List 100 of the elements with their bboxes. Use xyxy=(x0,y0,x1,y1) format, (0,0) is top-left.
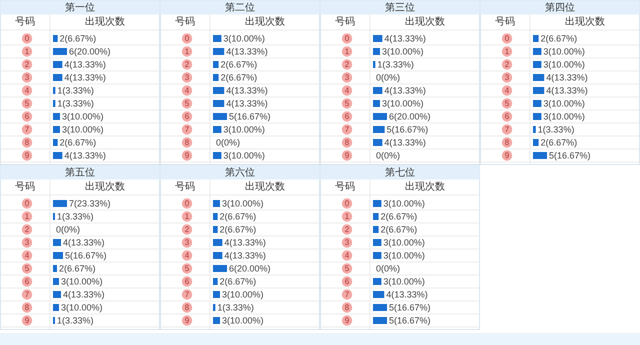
bar xyxy=(213,265,227,272)
x-axis-title: 出现次数 xyxy=(85,16,125,28)
y-axis-title: 号码 xyxy=(175,16,195,28)
bar xyxy=(53,252,63,259)
y-tick-label: 1 xyxy=(184,47,190,56)
chart-title: 第五位 xyxy=(65,166,95,178)
data-label: 6(20.00%) xyxy=(229,264,271,274)
y-tick-label: 6 xyxy=(344,112,350,121)
y-tick-label: 6 xyxy=(24,112,30,121)
data-label: 0(0%) xyxy=(376,264,400,274)
y-tick-label: 3 xyxy=(344,73,350,82)
y-tick-label: 6 xyxy=(24,277,30,286)
y-tick-label: 4 xyxy=(344,86,350,95)
bar xyxy=(373,126,385,133)
data-label: 3(10.00%) xyxy=(223,150,265,160)
data-label: 7(23.33%) xyxy=(69,198,111,208)
data-label: 0(0%) xyxy=(376,72,400,82)
y-tick-label: 1 xyxy=(504,47,510,56)
bar xyxy=(373,113,387,120)
bar xyxy=(373,317,387,324)
bar xyxy=(53,265,57,272)
data-label: 4(13.33%) xyxy=(64,60,106,70)
data-label: 4(13.33%) xyxy=(226,46,268,56)
bar xyxy=(213,291,220,298)
bar xyxy=(373,35,382,42)
x-axis-title: 出现次数 xyxy=(405,180,445,192)
y-axis-title: 号码 xyxy=(15,16,35,28)
data-label: 3(10.00%) xyxy=(383,238,425,248)
bar xyxy=(373,213,379,220)
y-tick-label: 9 xyxy=(504,151,510,160)
y-tick-label: 4 xyxy=(344,251,350,260)
data-label: 1(3.33%) xyxy=(217,302,254,312)
bar xyxy=(533,139,539,146)
y-tick-label: 3 xyxy=(24,73,30,82)
bar xyxy=(213,213,218,220)
y-tick-label: 9 xyxy=(184,316,190,325)
y-tick-label: 4 xyxy=(24,251,30,260)
y-tick-label: 0 xyxy=(344,34,350,43)
data-label: 1(3.33%) xyxy=(57,86,94,96)
bar xyxy=(373,239,382,246)
bar xyxy=(213,87,224,94)
data-label: 6(20.00%) xyxy=(389,112,431,122)
bar xyxy=(373,200,382,207)
bar xyxy=(213,317,220,324)
data-label: 4(13.33%) xyxy=(546,72,588,82)
data-label: 4(13.33%) xyxy=(384,86,426,96)
y-tick-label: 9 xyxy=(344,151,350,160)
data-label: 5(16.67%) xyxy=(389,316,431,326)
chart-title: 第六位 xyxy=(225,166,255,178)
bar xyxy=(213,35,222,42)
y-tick-label: 3 xyxy=(184,73,190,82)
y-tick-label: 7 xyxy=(184,290,190,299)
data-label: 2(6.67%) xyxy=(380,212,418,222)
data-label: 6(20.00%) xyxy=(69,46,111,56)
y-tick-label: 0 xyxy=(24,199,30,208)
data-label: 2(6.67%) xyxy=(540,138,578,148)
data-label: 1(3.33%) xyxy=(57,316,94,326)
bar xyxy=(373,226,379,233)
data-label: 4(13.33%) xyxy=(226,86,268,96)
y-tick-label: 6 xyxy=(504,112,510,121)
bar xyxy=(373,278,382,285)
data-label: 5(16.67%) xyxy=(386,124,428,134)
data-label: 3(10.00%) xyxy=(61,302,103,312)
bar xyxy=(53,152,62,159)
chart-title: 第三位 xyxy=(385,2,415,14)
y-tick-label: 5 xyxy=(184,99,190,108)
bar xyxy=(213,252,222,259)
y-tick-label: 7 xyxy=(24,290,30,299)
bar xyxy=(53,74,62,81)
data-label: 3(10.00%) xyxy=(543,98,585,108)
bar xyxy=(373,100,380,107)
y-tick-label: 8 xyxy=(184,138,190,147)
y-tick-label: 2 xyxy=(344,225,350,234)
bar xyxy=(373,291,384,298)
y-tick-label: 2 xyxy=(184,225,190,234)
bar xyxy=(533,87,544,94)
y-tick-label: 9 xyxy=(24,151,30,160)
bar xyxy=(53,126,60,133)
bar xyxy=(213,61,219,68)
data-label: 4(13.33%) xyxy=(384,138,426,148)
y-tick-label: 8 xyxy=(24,303,30,312)
chart-title: 第七位 xyxy=(385,166,415,178)
data-label: 5(16.67%) xyxy=(389,302,431,312)
data-label: 3(10.00%) xyxy=(382,98,424,108)
data-label: 2(6.67%) xyxy=(220,212,256,222)
y-tick-label: 5 xyxy=(344,99,350,108)
y-tick-label: 8 xyxy=(24,138,30,147)
bar xyxy=(213,48,224,55)
bar xyxy=(213,278,218,285)
y-tick-label: 4 xyxy=(184,86,190,95)
y-tick-label: 3 xyxy=(184,238,190,247)
data-label: 3(10.00%) xyxy=(382,46,424,56)
y-tick-label: 4 xyxy=(24,86,30,95)
data-label: 3(10.00%) xyxy=(62,112,104,122)
bar xyxy=(53,304,59,311)
y-tick-label: 2 xyxy=(184,60,190,69)
y-tick-label: 2 xyxy=(24,225,30,234)
bar xyxy=(53,291,61,298)
bar xyxy=(373,304,387,311)
data-label: 5(16.67%) xyxy=(549,150,591,160)
